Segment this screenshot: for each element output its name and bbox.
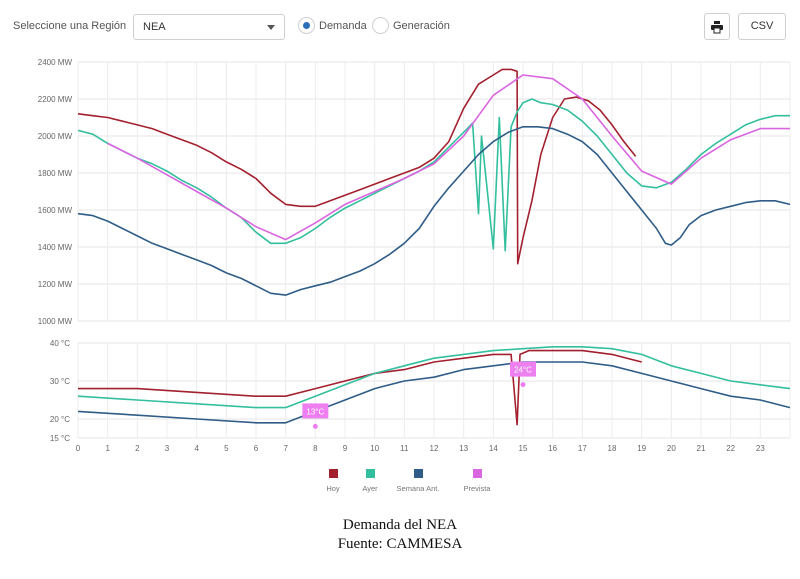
x-tick-label: 0 bbox=[76, 444, 81, 453]
x-tick-label: 13 bbox=[459, 444, 468, 453]
caption-source: Fuente: CAMMESA bbox=[337, 536, 463, 552]
legend-label[interactable]: Hoy bbox=[326, 484, 340, 493]
x-tick-label: 21 bbox=[697, 444, 706, 453]
series-line-hoy bbox=[77, 68, 637, 265]
temperature-panel: 15 °C 20 °C 30 °C 40 °C 13°C 24°C bbox=[50, 339, 791, 443]
y-tick-label: 40 °C bbox=[50, 339, 70, 348]
legend-swatch[interactable] bbox=[329, 469, 338, 478]
forecast-temp-label: 13°C bbox=[306, 407, 324, 416]
toolbar: Seleccione una Región NEA Demanda Genera… bbox=[0, 0, 800, 56]
radio-demanda[interactable] bbox=[298, 17, 315, 34]
legend-swatch[interactable] bbox=[473, 469, 482, 478]
x-tick-label: 10 bbox=[370, 444, 379, 453]
x-tick-label: 17 bbox=[578, 444, 587, 453]
temp-line-hoy bbox=[78, 349, 642, 426]
temp-line-ayer bbox=[77, 346, 791, 409]
x-tick-label: 20 bbox=[667, 444, 676, 453]
x-tick-label: 19 bbox=[637, 444, 646, 453]
x-tick-label: 3 bbox=[165, 444, 170, 453]
x-tick-label: 7 bbox=[283, 444, 288, 453]
x-tick-label: 14 bbox=[489, 444, 498, 453]
series-line-semana-ant- bbox=[77, 126, 791, 296]
x-axis: 0 1 2 3 4 5 6 7 8 9 10 11 12 13 14 15 16 17 18 19 20 21 22 23 bbox=[76, 444, 766, 453]
forecast-temp-label: 24°C bbox=[514, 366, 532, 375]
y-tick-label: 30 °C bbox=[50, 377, 70, 386]
region-select-value: NEA bbox=[143, 21, 166, 33]
x-tick-label: 15 bbox=[519, 444, 528, 453]
y-tick-label: 1000 MW bbox=[38, 317, 73, 326]
csv-button[interactable]: CSV bbox=[738, 13, 786, 40]
y-tick-label: 1200 MW bbox=[38, 280, 73, 289]
y-tick-label: 15 °C bbox=[50, 434, 70, 443]
x-tick-label: 2 bbox=[135, 444, 140, 453]
legend-label[interactable]: Semana Ant. bbox=[397, 484, 440, 493]
y-tick-label: 1800 MW bbox=[38, 169, 73, 178]
printer-icon bbox=[711, 21, 723, 34]
region-label: Seleccione una Región bbox=[13, 20, 127, 32]
radio-demanda-label: Demanda bbox=[319, 20, 367, 32]
y-tick-label: 2400 MW bbox=[38, 58, 73, 67]
y-tick-label: 1400 MW bbox=[38, 243, 73, 252]
demand-chart: 1000 MW 1200 MW 1400 MW 1600 MW 1800 MW 2000 … bbox=[38, 58, 791, 493]
y-tick-label: 20 °C bbox=[50, 415, 70, 424]
series-line-prevista bbox=[107, 74, 790, 241]
x-tick-label: 18 bbox=[608, 444, 617, 453]
forecast-temp-point bbox=[520, 382, 526, 388]
chevron-down-icon bbox=[267, 25, 275, 30]
radio-generacion[interactable] bbox=[372, 17, 389, 34]
caption-title: Demanda del NEA bbox=[342, 517, 458, 533]
series-line-ayer bbox=[77, 98, 790, 252]
legend-label[interactable]: Prevista bbox=[463, 484, 491, 493]
demand-panel: 1000 MW 1200 MW 1400 MW 1600 MW 1800 MW 2000 … bbox=[38, 58, 791, 326]
forecast-temp-badge bbox=[510, 361, 536, 377]
region-select[interactable]: NEA bbox=[133, 14, 285, 40]
legend-swatch[interactable] bbox=[414, 469, 423, 478]
x-tick-label: 11 bbox=[400, 444, 409, 453]
x-tick-label: 16 bbox=[548, 444, 557, 453]
y-tick-label: 2000 MW bbox=[38, 132, 73, 141]
x-tick-label: 9 bbox=[343, 444, 348, 453]
print-button[interactable] bbox=[704, 13, 730, 40]
x-tick-label: 4 bbox=[194, 444, 199, 453]
temp-line-semana-ant- bbox=[77, 361, 791, 424]
y-tick-label: 2200 MW bbox=[38, 95, 73, 104]
y-tick-label: 1600 MW bbox=[38, 206, 73, 215]
x-tick-label: 5 bbox=[224, 444, 229, 453]
x-tick-label: 8 bbox=[313, 444, 318, 453]
forecast-temp-badge bbox=[302, 403, 329, 419]
x-tick-label: 6 bbox=[254, 444, 259, 453]
x-tick-label: 1 bbox=[105, 444, 110, 453]
legend-swatch[interactable] bbox=[366, 469, 375, 478]
x-tick-label: 23 bbox=[756, 444, 765, 453]
x-tick-label: 22 bbox=[726, 444, 735, 453]
legend: Hoy Ayer Semana Ant. Prevista bbox=[326, 469, 491, 493]
forecast-temp-point bbox=[312, 423, 318, 429]
radio-generacion-label: Generación bbox=[393, 20, 450, 32]
legend-label[interactable]: Ayer bbox=[362, 484, 378, 493]
x-tick-label: 12 bbox=[430, 444, 439, 453]
